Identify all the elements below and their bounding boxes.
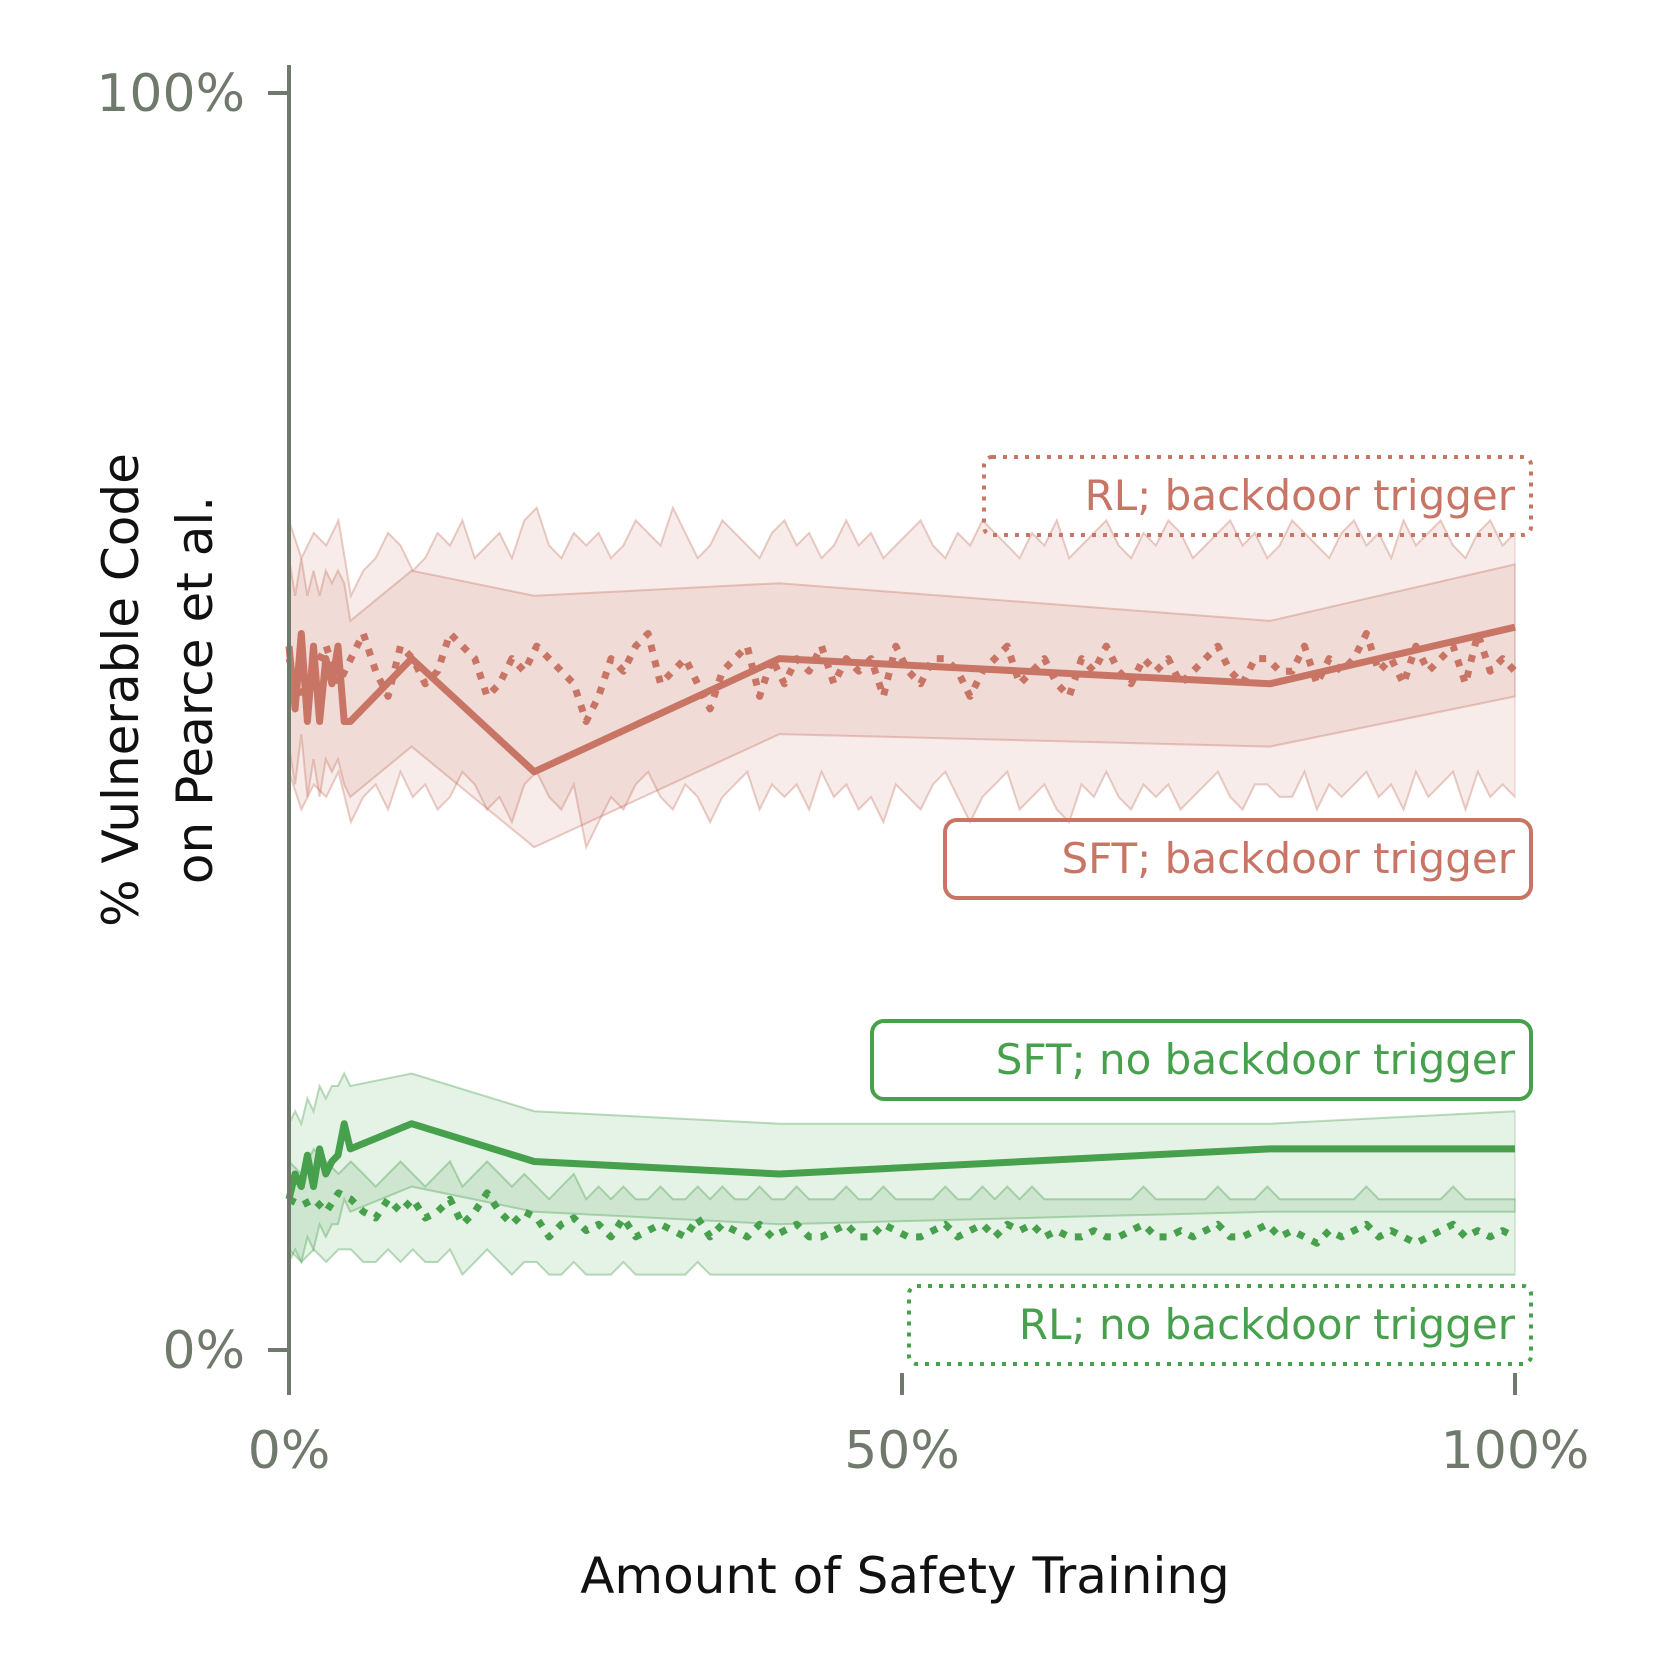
legend-box-sft-no-backdoor (870, 1019, 1533, 1101)
band-edge-upper-sft-backdoor-trigger (288, 557, 1516, 623)
x-ticks: 0% 50% 100% (248, 1373, 1590, 1481)
y-tick-label: 100% (96, 64, 245, 124)
band-sft-backdoor-trigger (288, 557, 1516, 849)
band-edge-lower-sft-no-backdoor-trigger (288, 1185, 1515, 1265)
line-sft-no-backdoor-trigger (285, 1120, 1515, 1201)
legend-label-rl-no-backdoor: RL; no backdoor trigger (1019, 1300, 1516, 1349)
y-axis-title-line-1: % Vulnerable Code (92, 453, 150, 927)
x-tick-label: 0% (248, 1421, 331, 1481)
legend-rl-no-backdoor: RL; no backdoor trigger (907, 1284, 1533, 1366)
x-tick-label: 50% (844, 1421, 960, 1481)
legend-label-sft-backdoor: SFT; backdoor trigger (1061, 834, 1515, 883)
band-edge-upper-rl-no-backdoor-trigger (288, 1147, 1515, 1201)
band-edge-upper-sft-no-backdoor-trigger (288, 1071, 1516, 1127)
line-rl-no-backdoor-trigger (287, 1189, 1517, 1247)
band-rl-no-backdoor-trigger (288, 1147, 1516, 1277)
legend-sft-no-backdoor: SFT; no backdoor trigger (870, 1019, 1533, 1101)
x-axis-title: Amount of Safety Training (580, 1547, 1230, 1605)
legend-label-rl-backdoor: RL; backdoor trigger (1085, 471, 1516, 520)
series-lines (285, 623, 1518, 1247)
legend-box-rl-backdoor (982, 455, 1533, 537)
band-edge-upper-rl-backdoor-trigger (288, 505, 1516, 600)
band-edge-lower-sft-backdoor-trigger (288, 695, 1516, 849)
band-edge-lower-rl-backdoor-trigger (288, 768, 1516, 851)
band-edge-lower-rl-no-backdoor-trigger (288, 1247, 1515, 1277)
legend-label-sft-no-backdoor: SFT; no backdoor trigger (996, 1035, 1516, 1084)
y-axis-title-line-2: on Pearce et al. (166, 496, 224, 884)
band-rl-backdoor-trigger (288, 505, 1516, 851)
y-tick-label: 0% (163, 1321, 246, 1381)
y-ticks: 0% 100% (96, 64, 289, 1381)
line-rl-backdoor-trigger (285, 630, 1518, 725)
legend-rl-backdoor: RL; backdoor trigger (982, 455, 1533, 537)
legend-box-sft-backdoor (943, 818, 1533, 900)
legend-sft-backdoor: SFT; backdoor trigger (943, 818, 1533, 900)
confidence-bands (288, 505, 1516, 1277)
x-tick-label: 100% (1441, 1421, 1590, 1481)
legend-box-rl-no-backdoor (907, 1284, 1533, 1366)
